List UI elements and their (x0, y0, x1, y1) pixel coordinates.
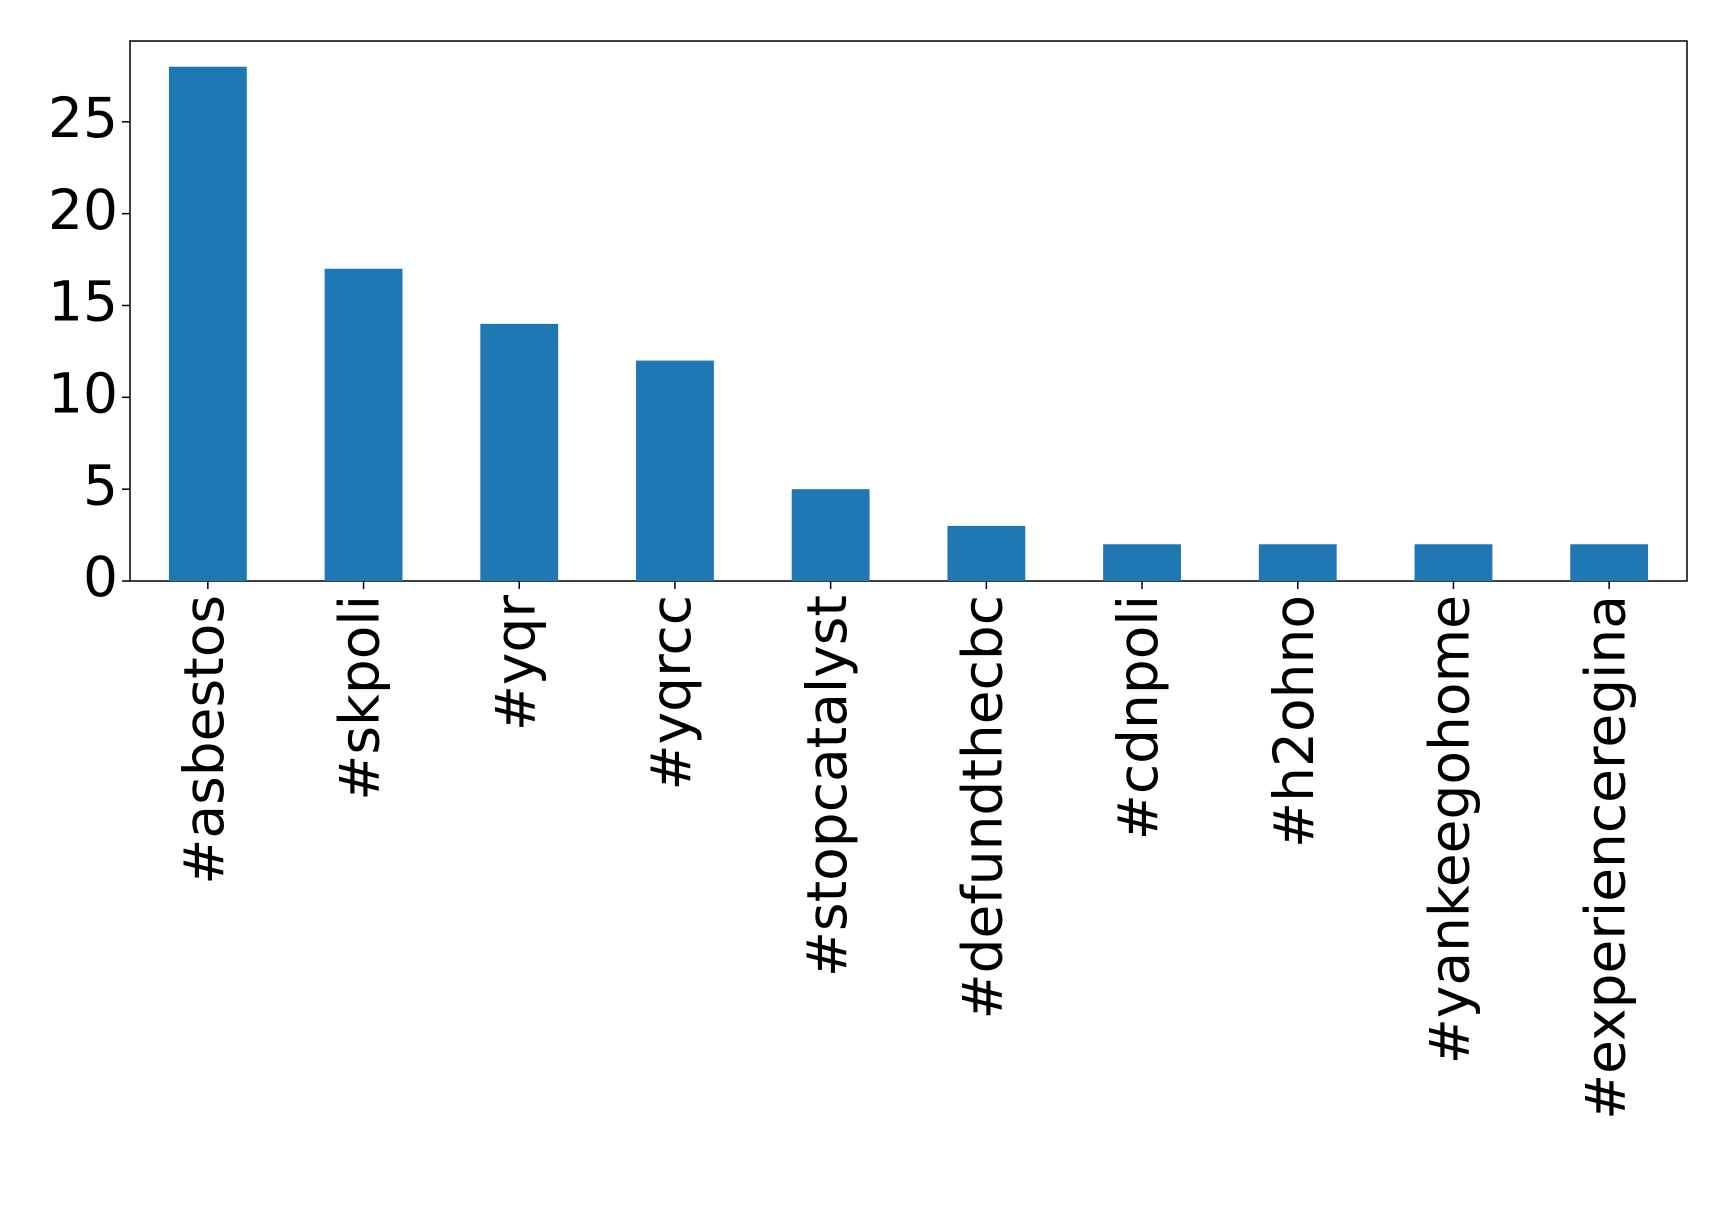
x-tick-label: #stopcatalyst (795, 595, 859, 977)
y-tick-label: 15 (48, 270, 118, 334)
x-tick-label: #yankeegohome (1418, 595, 1482, 1064)
y-tick-label: 5 (83, 453, 118, 517)
x-tick-label: #h2ohno (1262, 595, 1326, 848)
bar (1414, 544, 1493, 581)
x-tick-label: #yqrcc (639, 595, 703, 790)
x-tick-label: #experienceregina (1573, 595, 1637, 1120)
x-tick-label: #skpoli (328, 595, 392, 801)
y-tick-label: 10 (48, 361, 118, 425)
y-tick-label: 0 (83, 545, 118, 609)
bar (791, 489, 870, 581)
y-tick-label: 25 (48, 86, 118, 150)
x-tick-label: #yqr (483, 595, 547, 732)
bar (1103, 544, 1181, 581)
x-tick-label: #cdnpoli (1106, 595, 1170, 840)
bar (168, 66, 247, 581)
bar (636, 360, 714, 581)
x-tick-label: #defundthecbc (950, 595, 1014, 1019)
bar (324, 268, 403, 581)
bar (480, 323, 559, 581)
bar (947, 525, 1026, 581)
bar (1258, 544, 1337, 581)
x-tick-label: #asbestos (172, 595, 236, 885)
y-tick-label: 20 (48, 178, 118, 242)
bar (1570, 544, 1649, 581)
plot-frame (129, 40, 1688, 582)
